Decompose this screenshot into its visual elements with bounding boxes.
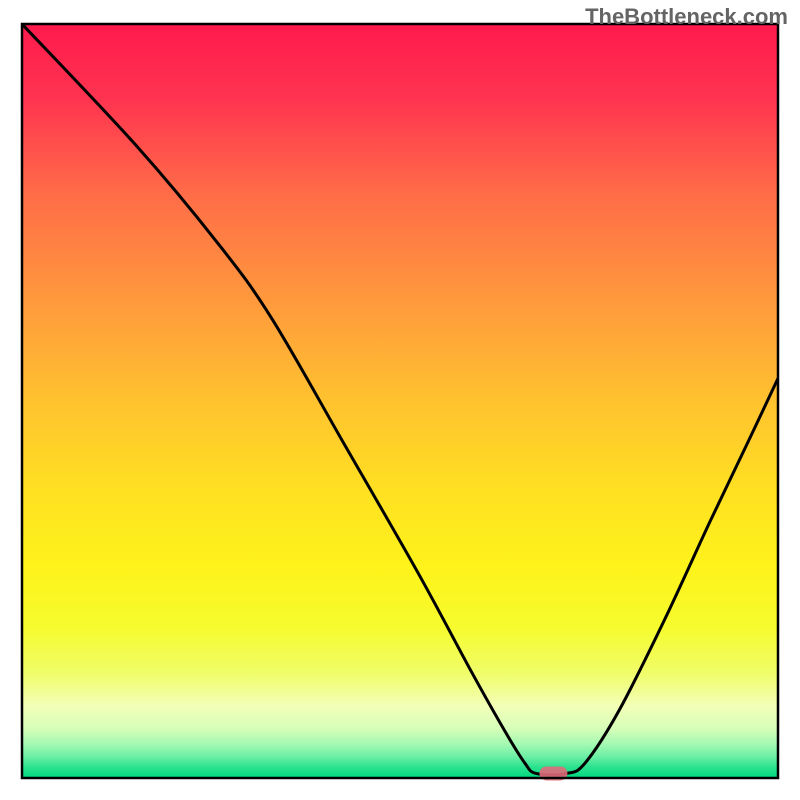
watermark-text: TheBottleneck.com [585, 4, 788, 30]
gradient-background [22, 24, 778, 778]
bottleneck-curve-chart [0, 0, 800, 800]
chart-container: { "watermark": { "text": "TheBottleneck.… [0, 0, 800, 800]
